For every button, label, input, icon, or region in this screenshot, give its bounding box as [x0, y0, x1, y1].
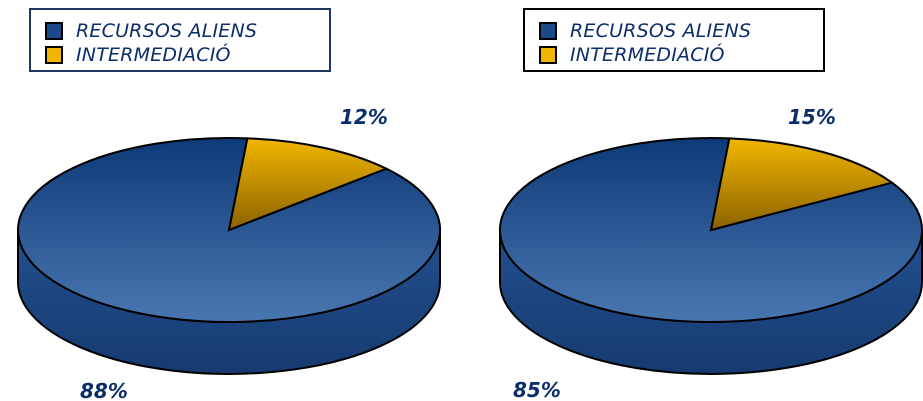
pct-label: 15%: [788, 105, 836, 129]
pie-canvas: 88% 12%: [0, 0, 460, 401]
pie-chart-left: RECURSOS ALIENS INTERMEDIACIÓ 88% 12%: [0, 0, 460, 401]
pct-label: 88%: [80, 379, 128, 401]
pie-canvas: 85% 15%: [463, 0, 923, 401]
pct-label: 12%: [340, 105, 388, 129]
pie-chart-right: RECURSOS ALIENS INTERMEDIACIÓ 85% 15%: [463, 0, 923, 401]
pct-label: 85%: [513, 378, 561, 401]
